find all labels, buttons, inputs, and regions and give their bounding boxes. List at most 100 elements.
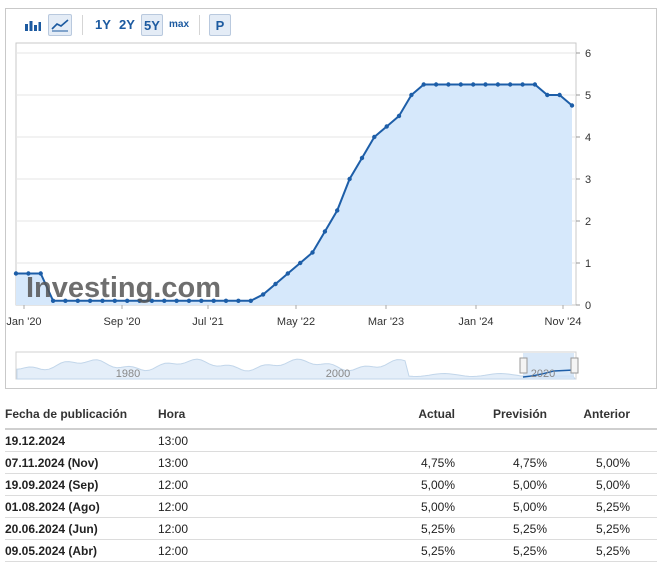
cell-forecast: 4,75% [512, 456, 547, 470]
rate-area [16, 84, 572, 305]
data-point[interactable] [211, 298, 216, 303]
investing-logo: Investing.com [26, 272, 221, 304]
range-5y-button[interactable]: 5Y [141, 14, 163, 36]
y-tick-label: 5 [585, 90, 591, 102]
data-point[interactable] [125, 298, 130, 303]
data-point[interactable] [322, 229, 328, 234]
data-point[interactable] [446, 82, 451, 87]
data-point[interactable] [545, 92, 550, 98]
header-time: Hora [158, 407, 186, 421]
p-button[interactable]: P [209, 14, 231, 36]
data-point[interactable] [495, 82, 501, 87]
cell-actual: 4,75% [420, 456, 455, 470]
data-point[interactable] [273, 281, 278, 287]
data-point[interactable] [248, 298, 253, 303]
cell-actual: 5,00% [420, 500, 455, 514]
data-point[interactable] [396, 113, 402, 119]
data-point[interactable] [149, 298, 155, 303]
cell-release-date: 19.12.2024 [5, 434, 66, 448]
data-point[interactable] [87, 298, 93, 303]
cell-release-date: 07.11.2024 (Nov) [5, 456, 99, 470]
data-point[interactable] [372, 134, 377, 140]
data-point[interactable] [458, 82, 463, 87]
data-point[interactable] [384, 124, 389, 129]
data-point[interactable] [347, 176, 352, 182]
data-point[interactable] [186, 298, 192, 303]
data-point[interactable] [162, 298, 167, 303]
data-point[interactable] [260, 292, 266, 297]
data-point[interactable] [285, 271, 290, 276]
data-point[interactable] [433, 82, 439, 87]
data-point[interactable] [335, 208, 340, 213]
y-tick-label: 6 [585, 48, 591, 60]
data-point[interactable] [557, 92, 562, 98]
navigator-year-label: 2020 [531, 368, 555, 380]
y-tick-label: 4 [585, 132, 591, 144]
cell-release-date: 19.09.2024 (Sep) [5, 478, 99, 492]
cell-previous: 5,00% [595, 456, 630, 470]
cell-previous: 5,00% [595, 478, 630, 492]
navigator-right-handle[interactable] [570, 357, 579, 374]
data-point[interactable] [483, 82, 488, 87]
table-row: 07.11.2024 (Nov) 13:00 4,75% 4,75% 5,00% [5, 452, 657, 474]
data-point[interactable] [421, 82, 426, 87]
data-point[interactable] [137, 298, 142, 303]
data-point[interactable] [359, 155, 365, 161]
data-point[interactable] [223, 298, 229, 303]
x-tick-label: Sep '20 [104, 316, 141, 328]
table-row: 20.06.2024 (Jun) 12:00 5,25% 5,25% 5,25% [5, 518, 657, 540]
area-chart-icon[interactable] [48, 14, 72, 36]
range-1y-button[interactable]: 1Y [95, 17, 111, 32]
x-tick-label: Mar '23 [368, 316, 404, 328]
cell-time: 13:00 [158, 456, 189, 470]
header-release-date: Fecha de publicación [5, 407, 128, 421]
table-row: 19.12.2024 13:00 [5, 430, 657, 452]
data-point[interactable] [520, 82, 525, 87]
range-2y-button[interactable]: 2Y [119, 17, 135, 32]
cell-time: 12:00 [158, 478, 189, 492]
data-point[interactable] [112, 298, 118, 303]
navigator[interactable]: 1980 2000 2020 [15, 351, 579, 380]
cell-forecast: 5,25% [512, 522, 547, 536]
navigator-year-label: 1980 [116, 368, 140, 380]
data-point[interactable] [38, 271, 43, 276]
x-tick-label: Jul '21 [192, 316, 223, 328]
data-point[interactable] [409, 92, 414, 98]
table-body: 19.12.2024 13:00 07.11.2024 (Nov) 13:00 4,75… [5, 430, 657, 562]
data-point[interactable] [508, 82, 513, 87]
data-point[interactable] [569, 103, 575, 108]
cell-release-date: 01.08.2024 (Ago) [5, 500, 100, 514]
cell-actual: 5,25% [420, 522, 455, 536]
data-point[interactable] [532, 82, 538, 87]
data-point[interactable] [199, 298, 204, 303]
navigator-history-area [16, 358, 576, 380]
table-row: 09.05.2024 (Abr) 12:00 5,25% 5,25% 5,25% [5, 540, 657, 562]
y-tick-label: 1 [585, 258, 591, 270]
cell-previous: 5,25% [595, 500, 630, 514]
table-header: Fecha de publicación Hora Actual Previsi… [5, 398, 657, 430]
data-point[interactable] [298, 260, 303, 266]
data-point[interactable] [100, 298, 105, 303]
x-tick-label: Nov '24 [545, 316, 582, 328]
table-row: 19.09.2024 (Sep) 12:00 5,00% 5,00% 5,00% [5, 474, 657, 496]
range-max-button[interactable]: max [168, 19, 189, 30]
data-point[interactable] [13, 271, 19, 276]
x-tick-label: May '22 [277, 316, 315, 328]
data-point[interactable] [75, 298, 81, 303]
navigator-selection[interactable] [523, 353, 574, 378]
data-point[interactable] [310, 250, 315, 255]
data-point[interactable] [26, 271, 31, 276]
cell-time: 12:00 [158, 522, 189, 536]
cell-time: 13:00 [158, 434, 189, 448]
cell-actual: 5,00% [420, 478, 455, 492]
cell-time: 12:00 [158, 544, 189, 558]
data-point[interactable] [236, 298, 241, 303]
data-point[interactable] [471, 82, 476, 87]
data-point[interactable] [50, 298, 56, 303]
navigator-left-handle[interactable] [519, 357, 528, 374]
data-point[interactable] [63, 298, 68, 303]
cell-forecast: 5,00% [512, 478, 547, 492]
data-point[interactable] [174, 298, 179, 303]
y-tick-label: 3 [585, 174, 591, 186]
bar-chart-icon[interactable] [20, 14, 44, 36]
